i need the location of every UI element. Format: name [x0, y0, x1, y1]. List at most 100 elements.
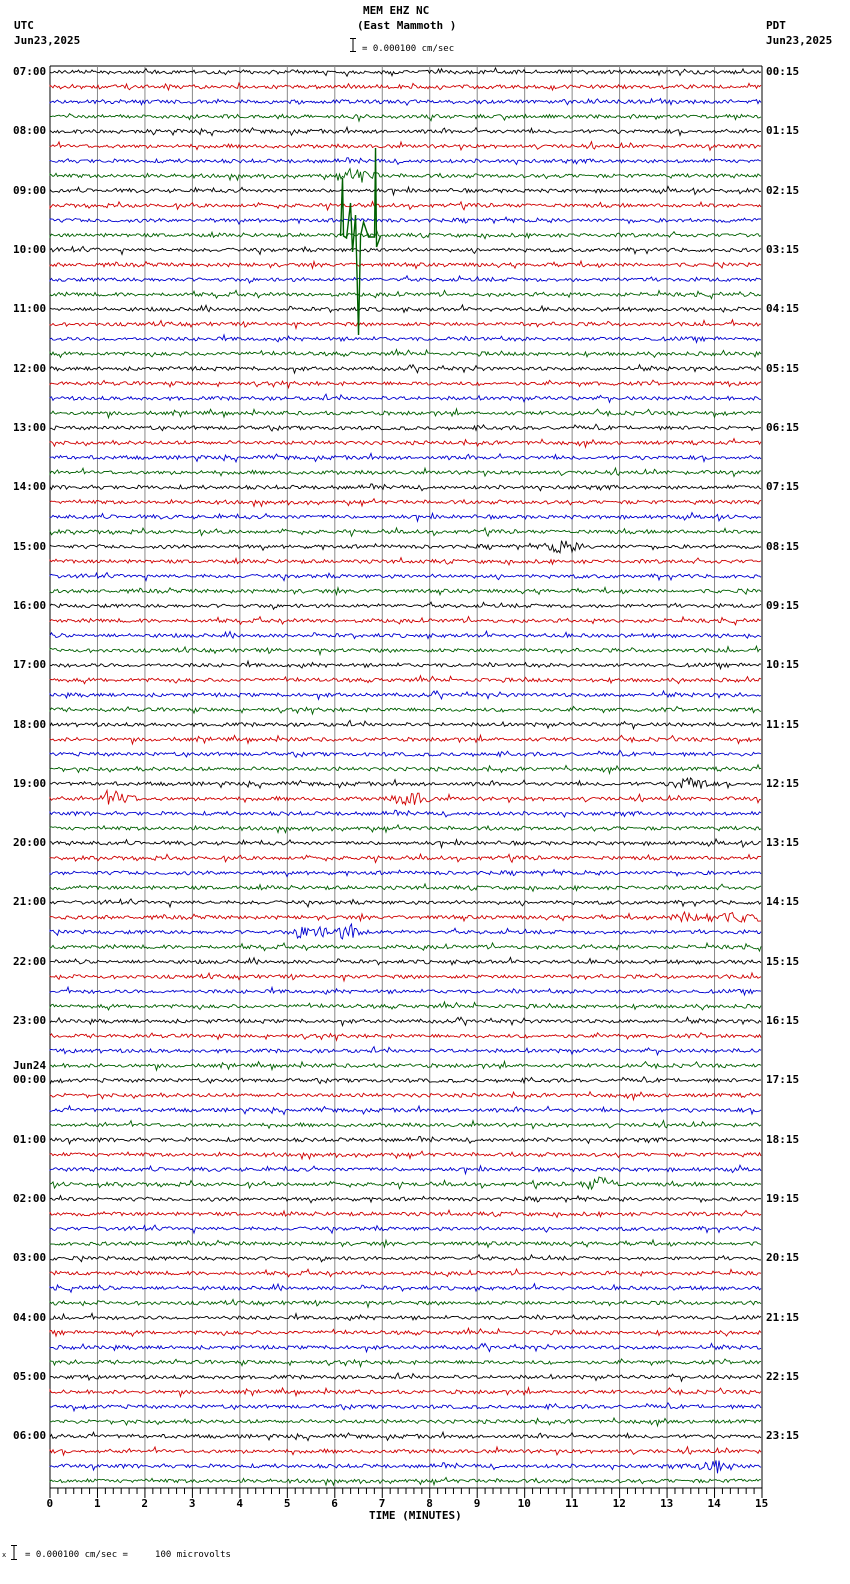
trace-71 — [49, 1119, 762, 1130]
right-hour-label: 17:15 — [766, 1073, 800, 1087]
trace-39 — [49, 644, 762, 657]
left-hour-label: 16:00 — [13, 598, 47, 612]
trace-57 — [49, 910, 762, 924]
trace-50 — [49, 809, 762, 819]
trace-75 — [49, 1176, 762, 1191]
x-tick-label: 14 — [707, 1497, 721, 1510]
left-timezone: UTC — [14, 19, 34, 32]
right-hour-label: 12:15 — [766, 776, 800, 790]
x-tick-label: 13 — [660, 1497, 674, 1510]
trace-2 — [49, 97, 762, 107]
trace-21 — [49, 379, 762, 390]
left-hour-label: 19:00 — [13, 776, 47, 790]
left-hour-label: 14:00 — [13, 480, 47, 494]
left-hour-label: 04:00 — [13, 1310, 47, 1324]
trace-47 — [49, 763, 762, 776]
trace-24 — [49, 423, 762, 432]
left-hour-label: 17:00 — [13, 658, 47, 672]
trace-5 — [49, 140, 762, 152]
trace-42 — [49, 689, 762, 701]
left-hour-label: 11:00 — [13, 302, 47, 316]
trace-45 — [49, 733, 762, 746]
trace-31 — [49, 526, 762, 538]
right-hour-label: 02:15 — [766, 183, 800, 197]
right-hour-label: 22:15 — [766, 1370, 800, 1384]
trace-93 — [49, 1445, 762, 1457]
trace-72 — [49, 1136, 762, 1146]
trace-81 — [49, 1267, 762, 1278]
x-tick-label: 3 — [188, 1497, 196, 1510]
x-tick-label: 1 — [93, 1497, 101, 1510]
trace-36 — [49, 601, 762, 611]
trace-46 — [49, 749, 762, 759]
left-hour-label: 12:00 — [13, 361, 47, 375]
station-location: (East Mammoth ) — [357, 19, 457, 32]
x-tick-label: 7 — [378, 1497, 386, 1510]
right-hour-label: 05:15 — [766, 361, 800, 375]
trace-3 — [50, 113, 762, 123]
trace-40 — [49, 659, 762, 671]
left-hour-label: 09:00 — [13, 183, 47, 197]
right-hour-label: 21:15 — [766, 1310, 800, 1324]
right-hour-label: 03:15 — [766, 242, 800, 256]
trace-64 — [49, 1015, 762, 1028]
right-date: Jun23,2025 — [766, 34, 833, 47]
left-hour-label: 08:00 — [13, 124, 47, 138]
trace-90 — [49, 1402, 762, 1413]
left-hour-label: 06:00 — [13, 1429, 47, 1443]
trace-83 — [49, 1298, 762, 1309]
trace-67 — [49, 1059, 762, 1072]
right-timezone: PDT — [766, 19, 786, 32]
trace-85 — [49, 1326, 762, 1338]
trace-20 — [49, 363, 762, 375]
right-hour-label: 07:15 — [766, 480, 800, 494]
trace-14 — [49, 274, 762, 284]
trace-1 — [49, 81, 762, 92]
trace-51 — [49, 823, 762, 834]
trace-84 — [49, 1311, 762, 1322]
trace-55 — [49, 882, 762, 893]
trace-74 — [49, 1164, 762, 1176]
trace-32 — [49, 540, 762, 555]
x-tick-label: 10 — [517, 1497, 531, 1510]
left-hour-label: 05:00 — [13, 1370, 47, 1384]
trace-43 — [49, 705, 762, 716]
trace-87 — [49, 1358, 762, 1369]
x-tick-label: 5 — [283, 1497, 291, 1510]
trace-34 — [49, 571, 762, 583]
trace-7 — [49, 167, 762, 183]
trace-77 — [49, 1208, 762, 1219]
trace-30 — [49, 511, 762, 523]
right-hour-label: 04:15 — [766, 302, 800, 316]
station-title: MEM EHZ NC — [363, 4, 430, 17]
trace-0 — [49, 66, 762, 78]
trace-73 — [49, 1150, 762, 1161]
trace-82 — [49, 1282, 762, 1294]
trace-28 — [49, 483, 762, 492]
date-change-label: Jun24 — [13, 1059, 47, 1073]
trace-65 — [49, 1031, 762, 1042]
trace-38 — [49, 629, 762, 640]
trace-79 — [49, 1238, 762, 1249]
x-tick-label: 15 — [755, 1497, 769, 1510]
right-hour-label: 16:15 — [766, 1014, 800, 1028]
trace-6 — [49, 157, 762, 166]
footer-scale-text: = 0.000100 cm/sec = 100 microvolts — [25, 1550, 231, 1560]
left-hour-label: 02:00 — [13, 1192, 47, 1206]
left-hour-label: 21:00 — [13, 895, 47, 909]
trace-44 — [49, 719, 762, 731]
scale-bar-icon — [350, 38, 356, 52]
right-hour-label: 06:15 — [766, 420, 800, 434]
left-hour-label: 00:00 — [13, 1073, 47, 1087]
right-hour-label: 20:15 — [766, 1251, 800, 1265]
trace-15 — [49, 289, 762, 300]
right-hour-label: 15:15 — [766, 954, 800, 968]
left-hour-label: 10:00 — [13, 242, 47, 256]
left-date: Jun23,2025 — [14, 34, 81, 47]
x-tick-label: 6 — [331, 1497, 338, 1510]
trace-89 — [49, 1385, 762, 1399]
trace-63 — [49, 1000, 762, 1012]
x-tick-label: 8 — [426, 1497, 433, 1510]
trace-12 — [49, 245, 762, 256]
right-hour-label: 14:15 — [766, 895, 800, 909]
